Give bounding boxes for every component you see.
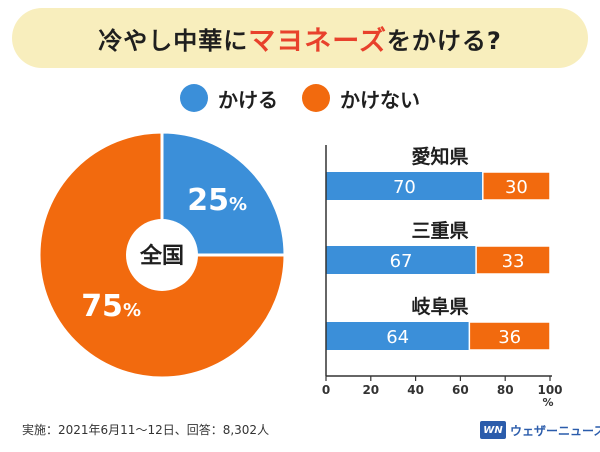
title-suffix: をかける?	[386, 26, 502, 55]
bar-segment-no	[482, 171, 551, 201]
bar-value-label: 33	[502, 251, 525, 272]
bar-x-tick-label: 20	[362, 383, 379, 397]
legend: かける かけない	[0, 83, 600, 113]
bar-segment-yes	[326, 246, 477, 274]
legend-item-no: かけない	[302, 84, 420, 113]
survey-footnote: 実施：2021年6月11～12日、回答：8,302人	[22, 423, 270, 437]
bar-segment-yes	[326, 172, 483, 200]
legend-swatch-yes	[180, 84, 208, 112]
pie-slice-label: 25%	[187, 183, 247, 218]
weathernews-logo-icon: WN	[480, 421, 506, 439]
bar-value-label: 30	[505, 177, 528, 198]
bar-category-label: 三重県	[411, 220, 468, 242]
bar-category-label: 岐阜県	[411, 295, 468, 318]
brand-name: ウェザーニュース	[510, 423, 600, 438]
bar-x-unit-label: %	[542, 396, 553, 409]
brand: WN ウェザーニュース	[480, 421, 600, 439]
pie-center-hole	[126, 219, 198, 291]
title-prefix: 冷やし中華に	[98, 26, 249, 55]
bar-value-label: 64	[386, 327, 409, 348]
bar-x-tick-label: 0	[322, 383, 330, 397]
legend-label-no: かけない	[340, 87, 420, 112]
bar-x-tick-label: 60	[452, 383, 469, 397]
bar-x-tick-label: 80	[497, 383, 514, 397]
title-banner: 冷やし中華に マヨネーズ をかける?	[12, 8, 588, 68]
bar-segment-no	[468, 321, 551, 351]
legend-label-yes: かける	[218, 87, 278, 112]
bar-value-label: 36	[498, 327, 521, 348]
bar-value-label: 67	[390, 251, 413, 272]
legend-item-yes: かける	[180, 84, 278, 113]
bar-segment-no	[475, 245, 551, 275]
pie-slice-label: 75%	[81, 289, 141, 324]
title-highlight: マヨネーズ	[248, 25, 387, 57]
bar-segment-yes	[326, 322, 470, 350]
bar-category-label: 愛知県	[411, 145, 468, 168]
pie-slice-yes	[160, 130, 287, 257]
bar-x-tick-label: 40	[407, 383, 424, 397]
bar-x-tick-label: 100	[537, 383, 562, 397]
pie-center-label: 全国	[139, 243, 184, 269]
legend-swatch-no	[302, 84, 330, 112]
bar-value-label: 70	[393, 177, 416, 198]
